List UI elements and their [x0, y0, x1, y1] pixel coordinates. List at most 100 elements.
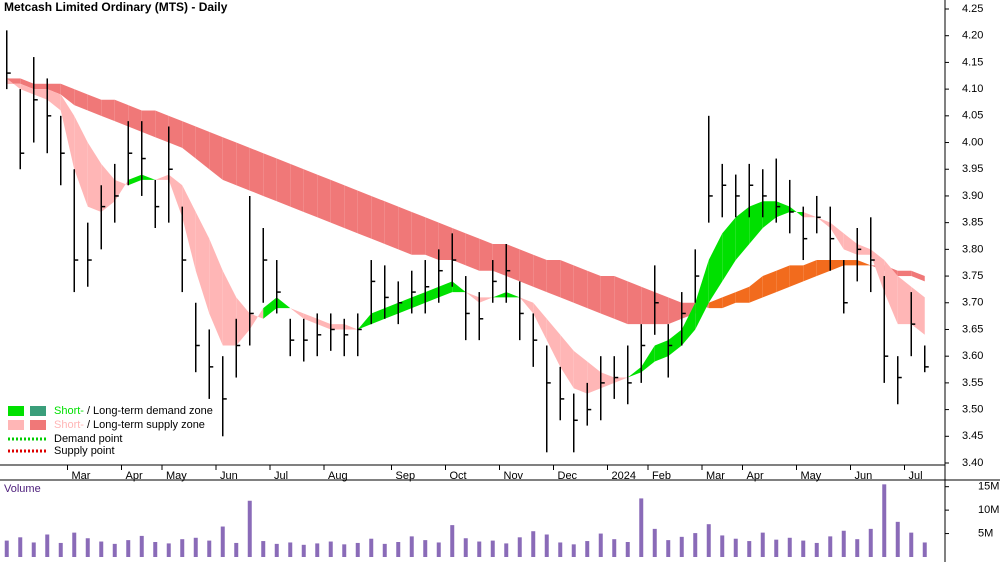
short-term-zone [195, 211, 210, 314]
long-term-zone [141, 110, 156, 138]
volume-bar [477, 541, 482, 557]
chart-title: Metcash Limited Ordinary (MTS) - Daily [4, 0, 228, 14]
short-term-zone [155, 174, 169, 180]
short-term-zone [600, 372, 615, 389]
x-tick-label: Feb [652, 470, 671, 482]
legend-long: Long-term demand zone [93, 405, 213, 417]
long-term-zone [384, 201, 399, 250]
long-term-zone [398, 206, 412, 255]
long-term-zone [357, 190, 372, 239]
short-term-zone [263, 297, 277, 319]
short-term-zone [533, 302, 547, 341]
short-term-zone [465, 292, 480, 303]
y-tick-label: 3.95 [962, 163, 983, 175]
volume-bar [868, 528, 873, 557]
long-term-zone [614, 276, 628, 325]
long-term-zone [411, 211, 426, 255]
short-term-zone [735, 206, 750, 261]
y-tick-label: 4.00 [962, 136, 983, 148]
long-term-zone [519, 249, 534, 287]
long-term-zone [857, 260, 871, 266]
short-term-zone [452, 281, 466, 293]
volume-bar [625, 542, 630, 557]
long-term-zone [114, 99, 129, 127]
volume-bar [247, 500, 252, 557]
short-term-zone [843, 233, 858, 255]
short-term-zone [344, 324, 358, 330]
short-term-zone [897, 276, 912, 325]
volume-bar [612, 539, 617, 557]
volume-bar [153, 542, 158, 557]
legend-long: Long-term supply zone [93, 419, 205, 431]
short-term-zone [681, 302, 696, 346]
long-term-zone [195, 126, 210, 170]
long-term-zone [236, 142, 250, 191]
short-term-zone [573, 350, 588, 394]
legend-label: Supply point [54, 445, 115, 457]
long-term-zone [60, 83, 75, 106]
volume-bar [126, 540, 131, 557]
y-tick-label: 3.60 [962, 350, 983, 362]
long-term-zone [911, 270, 925, 282]
long-term-zone [290, 163, 304, 212]
long-term-zone [492, 244, 507, 277]
y2-tick-label: 15M [978, 481, 999, 493]
short-term-zone [60, 94, 75, 170]
short-term-zone [587, 361, 601, 394]
long-term-zone [830, 260, 844, 271]
long-term-zone [303, 169, 318, 218]
long-term-zone [438, 222, 453, 261]
short-term-zone [830, 222, 844, 250]
y-tick-label: 3.80 [962, 243, 983, 255]
volume-bar [666, 540, 671, 557]
long-term-zone [668, 297, 682, 325]
x-tick-label: Sep [396, 470, 416, 482]
x-tick-label: Mar [72, 470, 91, 482]
volume-bar [774, 539, 779, 557]
short-term-zone [654, 340, 669, 362]
legend-swatch [8, 406, 24, 416]
long-term-zone [573, 265, 588, 309]
long-term-zone [776, 265, 790, 293]
long-term-zone [722, 292, 736, 309]
legend-short: Short- [54, 405, 84, 417]
long-term-zone [506, 244, 520, 282]
legend-swatch [30, 406, 46, 416]
volume-bar [490, 540, 495, 557]
y2-tick-label: 10M [978, 504, 999, 516]
y-tick-label: 4.15 [962, 56, 983, 68]
x-tick-label: Aug [328, 470, 348, 482]
x-tick-label: 2024 [612, 470, 636, 482]
volume-bar [382, 543, 387, 557]
volume-bar [531, 531, 536, 557]
x-tick-label: Oct [450, 470, 467, 482]
x-tick-label: Jul [274, 470, 288, 482]
x-tick-label: Apr [747, 470, 764, 482]
short-term-zone [776, 201, 790, 218]
x-tick-label: Nov [504, 470, 524, 482]
long-term-zone [479, 238, 493, 271]
volume-bar [693, 533, 698, 557]
legend-label: Short- / Long-term demand zone [54, 405, 213, 417]
short-term-zone [519, 297, 534, 314]
short-term-zone [33, 89, 48, 100]
y-tick-label: 4.05 [962, 110, 983, 122]
volume-bar [31, 542, 36, 557]
short-term-zone [789, 206, 804, 218]
short-term-zone [560, 334, 574, 389]
short-term-zone [74, 115, 88, 207]
volume-bar [207, 540, 212, 557]
short-term-zone [438, 281, 453, 298]
short-term-zone [708, 233, 723, 303]
long-term-zone [33, 83, 48, 90]
volume-bar [760, 532, 765, 557]
legend-label: Demand point [54, 433, 123, 445]
y-tick-label: 3.40 [962, 457, 983, 469]
volume-bar [72, 532, 77, 557]
long-term-zone [735, 286, 750, 303]
short-term-zone [695, 260, 709, 330]
short-term-zone [762, 201, 777, 228]
short-term-zone [141, 174, 156, 180]
y-tick-label: 3.50 [962, 403, 983, 415]
volume-bar [882, 484, 887, 557]
